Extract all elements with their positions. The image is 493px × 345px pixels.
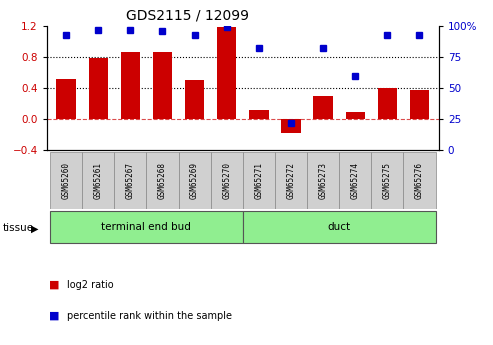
Bar — [275, 152, 307, 209]
Text: GSM65276: GSM65276 — [415, 162, 424, 199]
Text: percentile rank within the sample: percentile rank within the sample — [67, 311, 232, 321]
Bar — [314, 96, 333, 119]
Text: GSM65273: GSM65273 — [318, 162, 328, 199]
Bar — [243, 152, 275, 209]
Text: GSM65261: GSM65261 — [94, 162, 103, 199]
Bar — [217, 28, 236, 119]
Text: tissue: tissue — [2, 223, 34, 233]
Bar — [243, 210, 435, 243]
Bar — [57, 79, 76, 119]
Text: GSM65272: GSM65272 — [286, 162, 295, 199]
Bar — [282, 119, 301, 133]
Bar — [50, 210, 243, 243]
Bar — [307, 152, 339, 209]
Text: terminal end bud: terminal end bud — [102, 222, 191, 232]
Text: GSM65274: GSM65274 — [351, 162, 360, 199]
Bar — [146, 152, 178, 209]
Text: ▶: ▶ — [31, 224, 38, 233]
Text: log2 ratio: log2 ratio — [67, 280, 113, 289]
Text: GSM65267: GSM65267 — [126, 162, 135, 199]
Bar — [249, 110, 269, 119]
Bar — [50, 152, 82, 209]
Bar — [89, 58, 108, 119]
Text: GDS2115 / 12099: GDS2115 / 12099 — [126, 9, 249, 23]
Bar — [371, 152, 403, 209]
Bar — [178, 152, 211, 209]
Bar — [339, 152, 371, 209]
Bar — [121, 52, 140, 119]
Bar — [153, 52, 172, 119]
Text: GSM65260: GSM65260 — [62, 162, 70, 199]
Bar — [346, 112, 365, 119]
Bar — [82, 152, 114, 209]
Bar — [185, 80, 204, 119]
Text: ■: ■ — [49, 311, 60, 321]
Bar — [211, 152, 243, 209]
Text: GSM65268: GSM65268 — [158, 162, 167, 199]
Text: GSM65271: GSM65271 — [254, 162, 263, 199]
Text: GSM65270: GSM65270 — [222, 162, 231, 199]
Text: GSM65269: GSM65269 — [190, 162, 199, 199]
Bar — [403, 152, 435, 209]
Bar — [114, 152, 146, 209]
Text: duct: duct — [328, 222, 351, 232]
Text: ■: ■ — [49, 280, 60, 289]
Bar — [410, 89, 429, 119]
Bar — [378, 88, 397, 119]
Text: GSM65275: GSM65275 — [383, 162, 392, 199]
